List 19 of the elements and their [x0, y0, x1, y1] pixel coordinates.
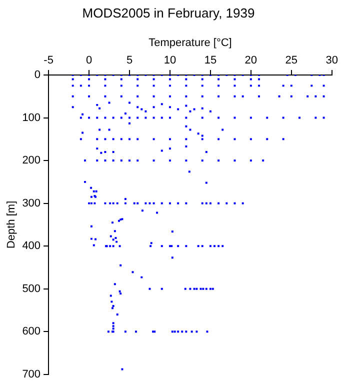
x-tick-label: 10	[164, 54, 176, 66]
y-tick-label: 100	[22, 112, 41, 124]
x-tick-label: 0	[86, 54, 92, 66]
x-tick-label: 25	[285, 54, 298, 66]
y-tick-label: 300	[22, 197, 41, 210]
x-tick-label: 15	[204, 54, 217, 66]
x-axis-title: Temperature [°C]	[148, 37, 232, 50]
chart-title: MODS2005 in February, 1939	[82, 5, 255, 20]
x-tick-label: 5	[126, 54, 133, 66]
y-tick-label: 700	[22, 368, 41, 380]
y-tick-label: 600	[22, 326, 41, 338]
y-tick-label: 0	[34, 69, 41, 82]
x-tick-label: 20	[244, 54, 258, 66]
y-tick-label: 400	[22, 240, 41, 252]
y-tick-label: 200	[22, 154, 41, 167]
y-axis-title: Depth [m]	[6, 200, 18, 249]
x-tick-label: -5	[44, 54, 54, 66]
y-tick-label: 500	[22, 282, 41, 295]
x-tick-label: 30	[326, 54, 338, 66]
